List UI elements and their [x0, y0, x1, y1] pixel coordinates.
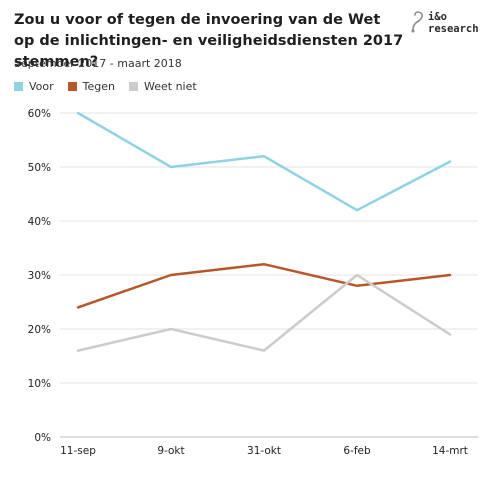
logo-mark-icon — [411, 11, 423, 33]
y-tick-label: 10% — [28, 378, 51, 390]
x-tick-label: 6-feb — [343, 445, 371, 457]
legend-item-voor: Voor — [14, 80, 54, 93]
x-tick-label: 14-mrt — [432, 445, 468, 457]
legend-swatch-weet-niet — [129, 82, 138, 91]
chart-legend: Voor Tegen Weet niet — [14, 80, 197, 93]
legend-item-tegen: Tegen — [67, 80, 115, 93]
legend-item-weet-niet: Weet niet — [129, 80, 197, 93]
x-tick-label: 9-okt — [157, 445, 184, 457]
chart-subtitle: September 2017 - maart 2018 — [14, 57, 182, 70]
legend-label-voor: Voor — [29, 80, 54, 93]
y-tick-label: 20% — [28, 324, 51, 336]
series-line-voor — [76, 111, 452, 212]
y-tick-label: 30% — [28, 270, 51, 282]
legend-swatch-tegen — [67, 82, 77, 91]
io-research-logo: i&o research — [410, 10, 490, 40]
y-tick-label: 0% — [34, 432, 51, 444]
x-tick-label: 31-okt — [247, 445, 281, 457]
series-line-weet-niet — [76, 273, 452, 352]
series-line-tegen — [76, 262, 452, 309]
legend-label-weet-niet: Weet niet — [144, 80, 197, 93]
legend-label-tegen: Tegen — [82, 80, 115, 93]
legend-swatch-voor — [14, 82, 23, 91]
logo-line2: research — [428, 23, 479, 35]
chart-title: Zou u voor of tegen de invoering van de … — [14, 12, 404, 70]
y-tick-label: 40% — [28, 216, 51, 228]
logo-line1: i&o — [428, 11, 447, 23]
y-tick-label: 50% — [28, 162, 51, 174]
x-tick-label: 11-sep — [60, 445, 96, 457]
y-tick-label: 60% — [28, 108, 51, 120]
